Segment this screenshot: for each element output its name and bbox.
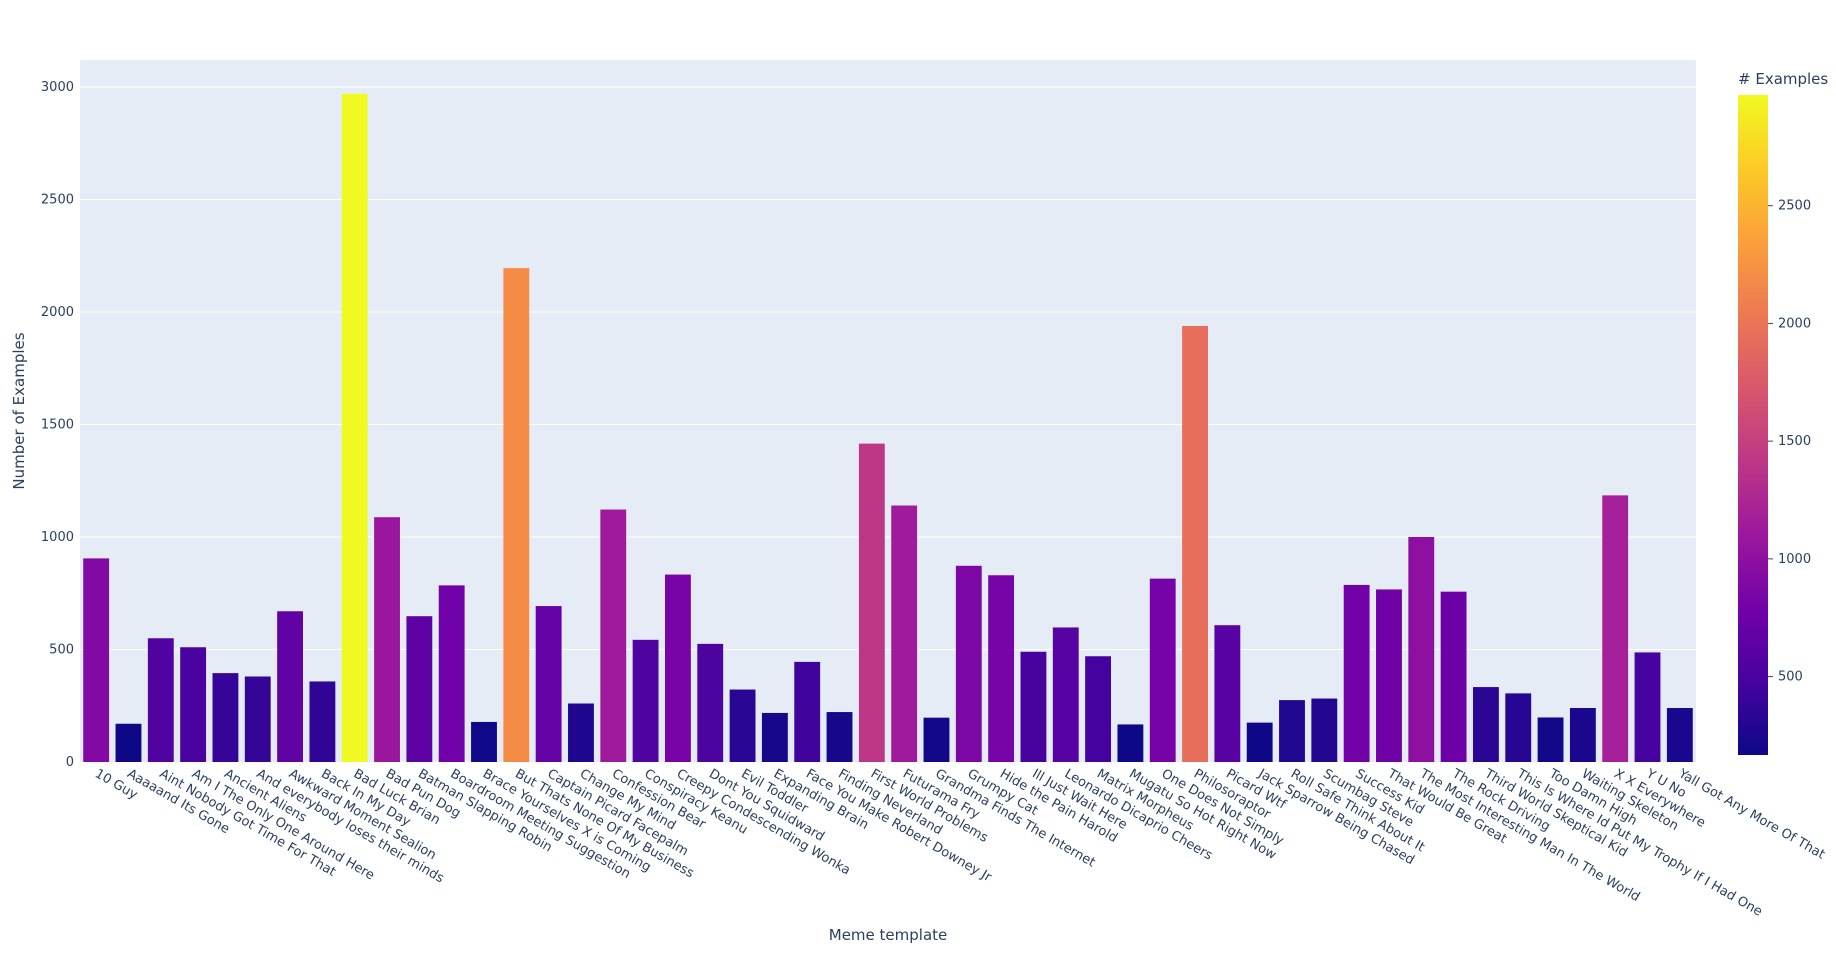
- y-tick-label: 0: [66, 755, 74, 770]
- bar: [988, 575, 1015, 762]
- bar: [115, 723, 142, 762]
- bar: [664, 574, 691, 762]
- bar: [1182, 325, 1208, 762]
- y-tick-label: 1000: [41, 530, 74, 545]
- bar: [1085, 656, 1112, 762]
- bar: [761, 712, 788, 762]
- x-axis-title: Meme template: [829, 926, 948, 944]
- bar: [1666, 708, 1693, 762]
- y-axis-title: Number of Examples: [10, 332, 28, 489]
- bar: [503, 268, 530, 762]
- bar: [471, 721, 497, 762]
- bar: [180, 647, 207, 762]
- bar: [891, 505, 918, 762]
- bar: [1376, 589, 1402, 762]
- bar: [147, 638, 174, 762]
- bar: [1311, 698, 1338, 762]
- y-tick-label: 2500: [41, 193, 74, 208]
- bar: [1020, 651, 1047, 762]
- colorbar: # Examples 500 1000 1500 2000 2500: [1738, 70, 1828, 755]
- colorbar-gradient: [1738, 95, 1768, 755]
- bar: [535, 606, 562, 762]
- colorbar-tick-label: 1500: [1778, 434, 1811, 449]
- colorbar-tick-label: 2500: [1778, 199, 1811, 214]
- bar: [1052, 627, 1079, 762]
- bar: [277, 611, 304, 762]
- bar: [1117, 724, 1144, 762]
- bar: [341, 93, 368, 762]
- bar: [309, 681, 336, 762]
- colorbar-tick-label: 1000: [1778, 552, 1811, 567]
- colorbar-tick-label: 2000: [1778, 316, 1811, 331]
- bar: [244, 676, 271, 762]
- y-tick-label: 1500: [41, 418, 74, 433]
- colorbar-tick-label: 500: [1778, 670, 1803, 685]
- bar: [83, 558, 110, 762]
- bar: [697, 643, 724, 762]
- y-tick-label: 500: [49, 643, 74, 658]
- bar: [923, 717, 950, 762]
- bars: [83, 93, 1693, 762]
- colorbar-ticks: 500 1000 1500 2000 2500: [1768, 199, 1811, 685]
- y-axis-ticks: 0 500 1000 1500 2000 2500 3000: [41, 80, 74, 770]
- bar: [1279, 700, 1305, 762]
- bar: [729, 689, 756, 762]
- bar: [1408, 537, 1435, 762]
- bar: [1214, 625, 1241, 762]
- bar: [1602, 495, 1629, 762]
- bar: [826, 712, 853, 762]
- bar: [438, 585, 465, 762]
- bar: [1343, 584, 1370, 762]
- bar: [632, 639, 659, 762]
- bar: [406, 616, 433, 762]
- y-tick-label: 2000: [41, 305, 74, 320]
- bar: [212, 673, 239, 762]
- bar: [955, 565, 982, 762]
- colorbar-title: # Examples: [1738, 70, 1828, 88]
- bar: [794, 661, 821, 762]
- bar: [374, 517, 400, 762]
- bar: [1537, 717, 1564, 762]
- bar: [568, 703, 594, 762]
- bar: [1634, 652, 1661, 762]
- y-tick-label: 3000: [41, 80, 74, 95]
- bar: [1569, 708, 1596, 762]
- bar: [1246, 722, 1273, 762]
- bar: [1440, 591, 1467, 762]
- bar: [1505, 693, 1532, 762]
- bar: [600, 509, 627, 762]
- bar: [1472, 687, 1499, 762]
- bar: [1149, 578, 1176, 762]
- bar: [858, 443, 885, 762]
